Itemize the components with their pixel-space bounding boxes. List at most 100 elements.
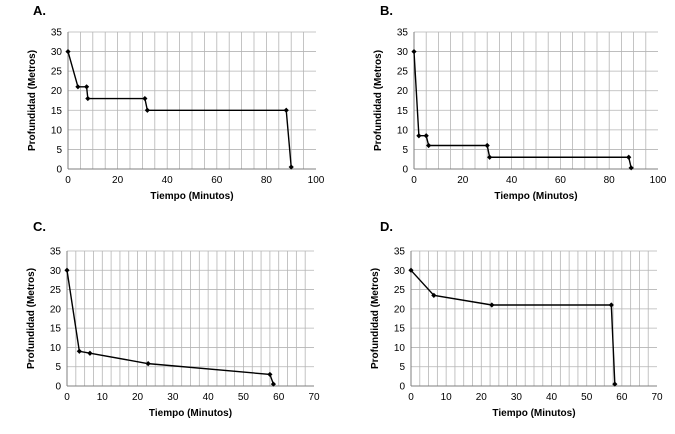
x-tick-label: 0 bbox=[411, 175, 417, 186]
x-tick-label: 30 bbox=[167, 392, 179, 403]
y-tick-label: 35 bbox=[394, 247, 406, 258]
x-tick-label: 40 bbox=[203, 392, 215, 403]
data-point bbox=[484, 142, 490, 149]
x-tick-label: 10 bbox=[97, 392, 109, 403]
data-point bbox=[85, 95, 91, 102]
x-tick-label: 20 bbox=[476, 392, 488, 403]
x-tick-label: 80 bbox=[604, 175, 616, 186]
data-point bbox=[84, 84, 90, 90]
x-tick-label: 60 bbox=[555, 175, 567, 186]
x-axis-title: Tiempo (Minutos) bbox=[150, 191, 233, 202]
series-line bbox=[413, 51, 632, 168]
x-tick-label: 100 bbox=[650, 175, 667, 186]
y-tick-label: 20 bbox=[50, 304, 62, 315]
chart-a: 0 5 10 15 20 25 30 35 0 20 40 60 80 100 Tiempo (Minuto… bbox=[27, 28, 325, 203]
x-tick-label: 50 bbox=[238, 392, 250, 403]
x-tick-label: 80 bbox=[261, 175, 273, 186]
x-tick-label: 0 bbox=[408, 392, 414, 403]
x-axis-title: Tiempo (Minutos) bbox=[494, 191, 577, 202]
x-tick-label: 10 bbox=[441, 392, 453, 403]
y-tick-label: 35 bbox=[50, 247, 62, 258]
x-tick-label: 40 bbox=[546, 392, 558, 403]
y-tick-label: 30 bbox=[50, 266, 62, 277]
y-tick-label: 0 bbox=[402, 165, 408, 176]
data-point bbox=[64, 267, 70, 273]
y-tick-label: 5 bbox=[56, 145, 62, 156]
x-tick-label: 20 bbox=[112, 175, 124, 186]
y-tick-label: 20 bbox=[397, 86, 409, 97]
x-tick-label: 40 bbox=[506, 175, 518, 186]
y-tick-label: 20 bbox=[394, 304, 406, 315]
x-tick-label: 0 bbox=[64, 392, 70, 403]
y-axis-title: Profundidad (Metros) bbox=[373, 50, 384, 151]
y-tick-label: 30 bbox=[397, 47, 409, 58]
y-tick-label: 25 bbox=[397, 67, 409, 78]
x-tick-label: 40 bbox=[162, 175, 174, 186]
data-point bbox=[612, 381, 618, 387]
y-tick-label: 15 bbox=[50, 324, 62, 335]
data-point bbox=[142, 95, 148, 102]
data-point bbox=[75, 84, 81, 90]
x-axis-title: Tiempo (Minutos) bbox=[149, 408, 232, 419]
chart-b: 0 5 10 15 20 25 30 35 0 20 40 60 80 100 Tiempo (Minuto… bbox=[373, 28, 667, 203]
y-tick-label: 5 bbox=[402, 145, 408, 156]
panel-d: D. 0 5 10 15 20 25 30 35 0 10 20 30 40 50 60 70 Tiempo (… bbox=[345, 216, 675, 429]
panel-c: C. 0 5 10 15 20 25 30 35 0 10 20 30 40 50 60 70 Tiempo (… bbox=[0, 216, 337, 429]
y-tick-label: 0 bbox=[399, 382, 405, 393]
x-tick-label: 60 bbox=[273, 392, 285, 403]
y-tick-label: 25 bbox=[51, 67, 63, 78]
y-tick-label: 5 bbox=[399, 362, 405, 373]
data-point bbox=[626, 154, 632, 160]
chart-d: 0 5 10 15 20 25 30 35 0 10 20 30 40 50 60 70 Tiempo (Min… bbox=[370, 247, 663, 420]
panel-a: A. 0 5 10 15 20 25 30 35 0 20 40 60 80 100 Tiempo (Min… bbox=[0, 0, 337, 214]
data-point bbox=[144, 107, 150, 113]
y-axis-title: Profundidad (Metros) bbox=[370, 268, 381, 369]
y-tick-label: 20 bbox=[51, 86, 63, 97]
y-tick-label: 25 bbox=[50, 285, 62, 296]
data-point bbox=[283, 107, 289, 113]
y-axis-title: Profundidad (Metros) bbox=[27, 50, 38, 151]
x-tick-label: 0 bbox=[65, 175, 71, 186]
x-axis-title: Tiempo (Minutos) bbox=[492, 408, 575, 419]
panel-label: C. bbox=[33, 219, 46, 234]
panel-b: B. 0 5 10 15 20 25 30 35 0 20 40 60 80 100 Tiempo (Min… bbox=[345, 0, 675, 214]
data-point bbox=[87, 350, 93, 356]
data-point bbox=[267, 371, 273, 378]
x-tick-label: 70 bbox=[651, 392, 663, 403]
y-tick-label: 35 bbox=[397, 28, 409, 39]
y-tick-label: 10 bbox=[50, 343, 62, 354]
y-tick-label: 10 bbox=[394, 343, 406, 354]
data-point bbox=[416, 133, 422, 139]
y-axis-title: Profundidad (Metros) bbox=[26, 268, 37, 369]
data-point bbox=[408, 267, 414, 273]
y-tick-label: 15 bbox=[394, 324, 406, 335]
y-tick-label: 0 bbox=[56, 165, 62, 176]
panel-label: A. bbox=[33, 3, 46, 18]
y-tick-label: 15 bbox=[397, 106, 409, 117]
x-tick-label: 30 bbox=[511, 392, 523, 403]
y-tick-label: 15 bbox=[51, 106, 63, 117]
data-point bbox=[76, 348, 82, 354]
panel-label: B. bbox=[380, 3, 393, 18]
x-tick-label: 100 bbox=[308, 175, 325, 186]
data-point bbox=[489, 302, 495, 308]
panel-label: D. bbox=[380, 219, 393, 234]
y-tick-label: 25 bbox=[394, 285, 406, 296]
data-point bbox=[426, 142, 432, 149]
chart-c: 0 5 10 15 20 25 30 35 0 10 20 30 40 50 60 70 Tiempo (Min… bbox=[26, 247, 320, 420]
data-point bbox=[487, 154, 493, 160]
x-tick-label: 60 bbox=[211, 175, 223, 186]
x-tick-label: 50 bbox=[581, 392, 593, 403]
y-tick-label: 10 bbox=[397, 125, 409, 136]
x-tick-label: 60 bbox=[616, 392, 628, 403]
data-point bbox=[608, 302, 614, 308]
x-tick-label: 20 bbox=[457, 175, 469, 186]
y-tick-label: 0 bbox=[55, 382, 61, 393]
data-point bbox=[423, 133, 429, 139]
y-tick-label: 5 bbox=[55, 362, 61, 373]
y-tick-label: 10 bbox=[51, 125, 63, 136]
data-point bbox=[288, 164, 294, 170]
y-tick-label: 30 bbox=[51, 47, 63, 58]
x-tick-label: 70 bbox=[308, 392, 320, 403]
x-tick-label: 20 bbox=[132, 392, 144, 403]
